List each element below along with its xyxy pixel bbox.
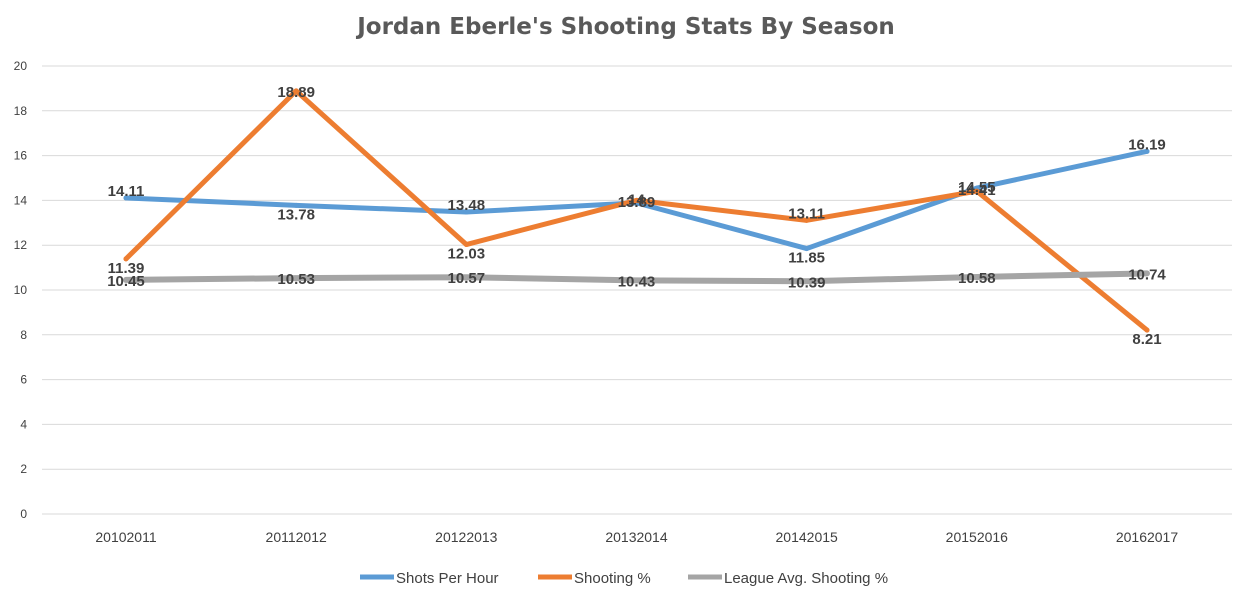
data-label: 10.45 (107, 273, 145, 290)
data-label: 13.11 (788, 205, 825, 222)
data-point (804, 217, 810, 223)
data-label: 10.43 (618, 273, 656, 290)
y-tick-label: 18 (14, 104, 28, 118)
data-point (463, 242, 469, 248)
data-point (293, 202, 299, 208)
data-label: 13.78 (277, 206, 315, 223)
legend-label: Shooting % (574, 570, 651, 587)
x-tick-label: 20112012 (266, 529, 327, 545)
y-tick-label: 10 (14, 283, 28, 297)
data-point (123, 277, 129, 283)
x-tick-label: 20122013 (435, 529, 498, 545)
data-point (974, 188, 980, 194)
x-axis-tick-labels: 20102011 20112012 20122013 20132014 20142015… (95, 529, 1178, 545)
x-tick-label: 20162017 (1116, 529, 1179, 545)
data-point (804, 246, 810, 252)
data-point (123, 256, 129, 262)
data-point (293, 275, 299, 281)
y-tick-label: 20 (14, 59, 28, 73)
data-point (804, 278, 810, 284)
legend-label: Shots Per Hour (396, 570, 499, 587)
data-label: 11.85 (788, 250, 825, 267)
legend-label: League Avg. Shooting % (724, 570, 888, 587)
data-point (123, 195, 129, 201)
data-label: 14.41 (958, 182, 996, 199)
data-label: 14.55 (958, 179, 996, 196)
data-label: 13.48 (448, 197, 486, 214)
data-label: 10.53 (277, 271, 315, 288)
data-label: 14.11 (108, 183, 145, 200)
y-tick-label: 12 (14, 238, 28, 252)
y-axis-tick-labels: 0 2 4 6 8 10 12 14 16 18 20 (14, 59, 28, 521)
data-label: 10.74 (1128, 266, 1166, 283)
data-point (1144, 270, 1150, 276)
data-point (974, 274, 980, 280)
y-tick-label: 4 (20, 417, 27, 431)
x-tick-label: 20102011 (95, 529, 156, 545)
y-tick-label: 8 (20, 328, 27, 342)
data-label: 10.58 (958, 270, 996, 287)
x-tick-label: 20152016 (946, 529, 1009, 545)
y-tick-label: 2 (20, 462, 27, 476)
data-label: 18.89 (277, 84, 315, 101)
data-point (1144, 148, 1150, 154)
data-point (463, 274, 469, 280)
data-label: 13.89 (618, 194, 656, 211)
data-point (1144, 327, 1150, 333)
data-label: 16.19 (1128, 136, 1166, 153)
gridlines (42, 65, 1232, 515)
data-label: 8.21 (1132, 331, 1161, 348)
data-labels: 14.11 13.78 13.48 13.89 11.85 14.55 16.19 11.39… (107, 84, 1166, 348)
data-label: 11.39 (108, 260, 145, 277)
y-tick-label: 0 (20, 507, 27, 521)
chart-title: Jordan Eberle's Shooting Stats By Season (355, 14, 895, 40)
x-tick-label: 20142015 (776, 529, 839, 545)
data-point (634, 197, 639, 203)
legend: Shots Per Hour Shooting % League Avg. Shoo… (360, 570, 888, 587)
data-label: 12.03 (448, 246, 486, 263)
data-point (463, 209, 469, 215)
y-tick-label: 6 (20, 373, 27, 387)
data-label: 10.57 (448, 270, 486, 287)
y-tick-label: 14 (14, 193, 28, 207)
data-label: 10.39 (788, 274, 826, 291)
x-tick-label: 20132014 (605, 529, 668, 545)
data-label: 14 (628, 191, 645, 208)
y-tick-label: 16 (14, 149, 28, 163)
series-lines (123, 88, 1150, 333)
data-point (634, 277, 639, 283)
data-point (293, 88, 299, 94)
